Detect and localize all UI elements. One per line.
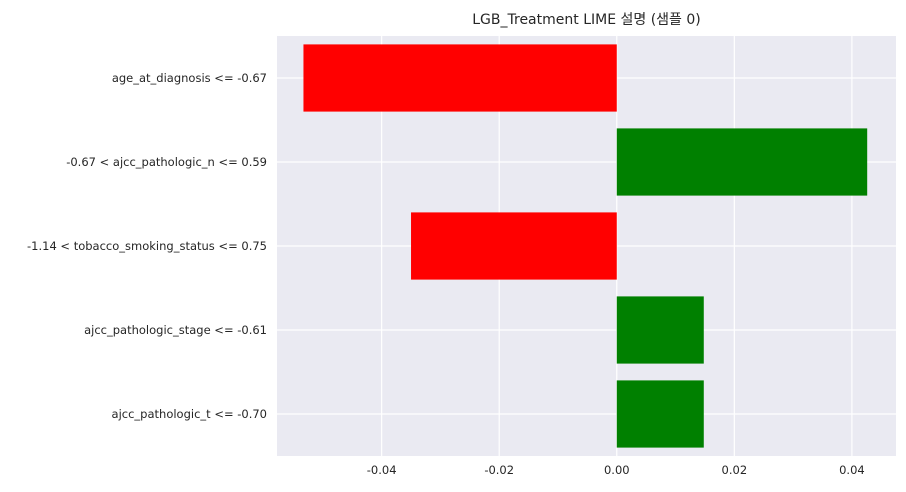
y-tick-label-1: -0.67 < ajcc_pathologic_n <= 0.59 bbox=[66, 155, 267, 169]
x-tick-label-0: -0.04 bbox=[367, 463, 397, 477]
bar-3 bbox=[616, 296, 704, 364]
x-tick-label-3: 0.02 bbox=[722, 463, 748, 477]
bar-0 bbox=[303, 44, 617, 112]
x-tick-label-2: 0.00 bbox=[604, 463, 630, 477]
bar-4 bbox=[616, 380, 704, 448]
y-tick-labels: age_at_diagnosis <= -0.67 -0.67 < ajcc_pa… bbox=[27, 71, 267, 421]
bar-2 bbox=[411, 212, 617, 280]
x-tick-label-1: -0.02 bbox=[484, 463, 514, 477]
bar-1 bbox=[616, 128, 868, 196]
chart-title: LGB_Treatment LIME 설명 (샘플 0) bbox=[472, 12, 701, 28]
y-tick-label-4: ajcc_pathologic_t <= -0.70 bbox=[112, 407, 267, 421]
x-tick-label-4: 0.04 bbox=[839, 463, 865, 477]
x-tick-labels: -0.04 -0.02 0.00 0.02 0.04 bbox=[367, 463, 865, 477]
y-tick-label-3: ajcc_pathologic_stage <= -0.61 bbox=[84, 323, 267, 337]
bars bbox=[303, 44, 868, 448]
y-tick-label-0: age_at_diagnosis <= -0.67 bbox=[112, 71, 267, 85]
y-tick-label-2: -1.14 < tobacco_smoking_status <= 0.75 bbox=[27, 239, 267, 253]
